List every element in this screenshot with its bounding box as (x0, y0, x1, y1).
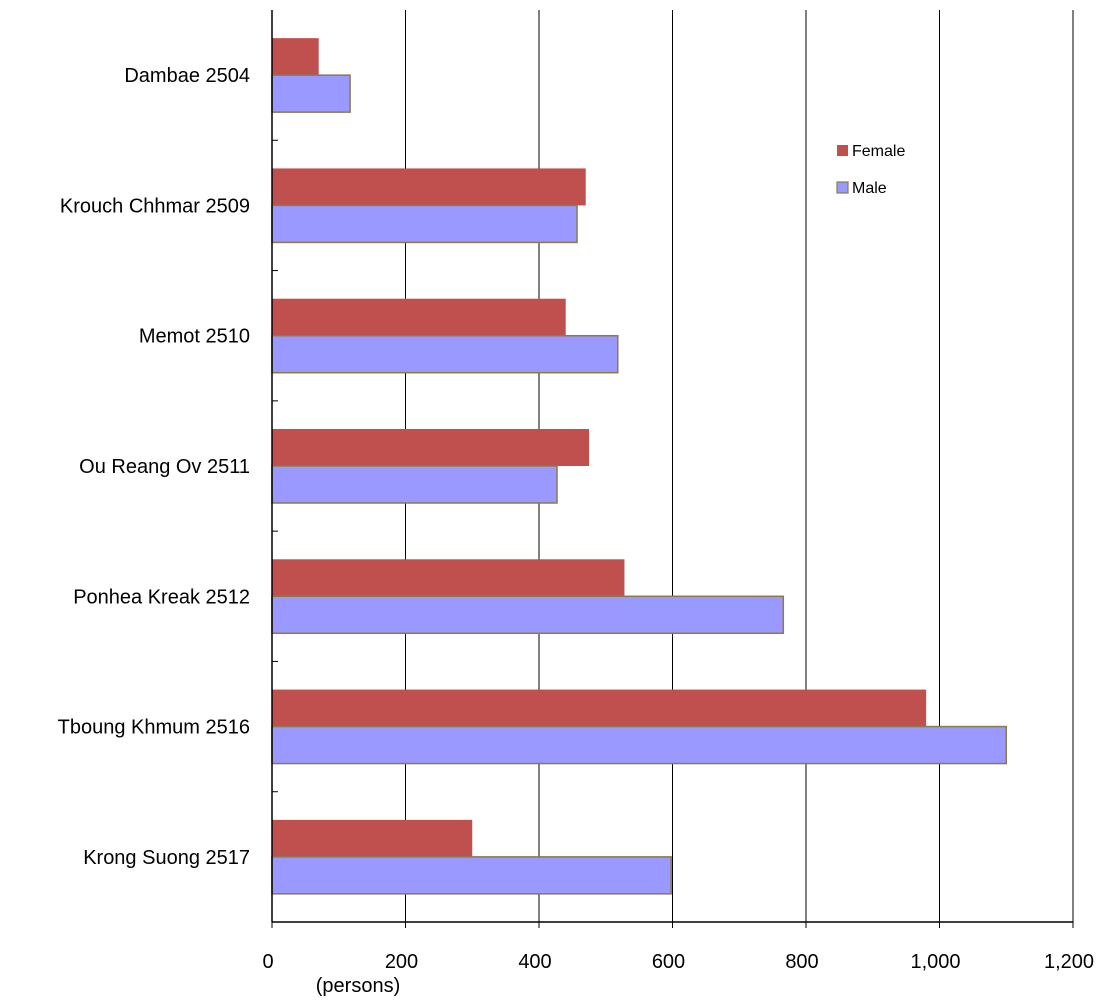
x-tick-label: 1,000 (910, 951, 960, 973)
legend-label-male: Male (852, 180, 887, 197)
bars (271, 38, 1007, 895)
bar-male (271, 334, 619, 374)
category-label: Dambae 2504 (124, 65, 250, 87)
x-tick-labels: 0 200 400 600 800 1,000 1,200 (262, 951, 1094, 973)
bar-female (272, 298, 566, 336)
gridlines (405, 10, 1074, 922)
bar-female (272, 819, 473, 857)
x-tick-label: 200 (385, 951, 418, 973)
x-tick-label: 400 (518, 951, 551, 973)
x-tick-label: 600 (652, 951, 685, 973)
bar-male (271, 465, 558, 504)
bar-female (272, 689, 927, 727)
x-tick-label: 800 (785, 951, 818, 973)
category-label: Ponhea Kreak 2512 (73, 586, 250, 608)
bar-female (272, 168, 586, 206)
bar-female (272, 38, 319, 76)
bar-male (271, 74, 351, 113)
legend-label-female: Female (852, 143, 905, 160)
bar-male (271, 595, 785, 635)
bar-male (271, 204, 578, 244)
category-label: Memot 2510 (139, 326, 250, 348)
legend-swatch-male (836, 181, 849, 194)
bar-male (271, 725, 1007, 765)
legend: Female Male (836, 143, 905, 197)
axes (271, 10, 1074, 928)
category-labels: Dambae 2504 Krouch Chhmar 2509 Memot 2510 O… (58, 65, 250, 869)
bar-female (272, 559, 625, 597)
bar-male (271, 856, 672, 895)
bar-female (272, 429, 590, 466)
legend-swatch-female (837, 145, 848, 156)
category-label: Krouch Chhmar 2509 (60, 195, 250, 217)
x-tick-label: 1,200 (1044, 951, 1094, 973)
category-label: Krong Suong 2517 (83, 847, 250, 869)
category-label: Tboung Khmum 2516 (58, 717, 250, 739)
category-label: Ou Reang Ov 2511 (79, 456, 250, 478)
x-tick-label: 0 (262, 951, 273, 973)
x-axis-title: (persons) (316, 975, 400, 997)
